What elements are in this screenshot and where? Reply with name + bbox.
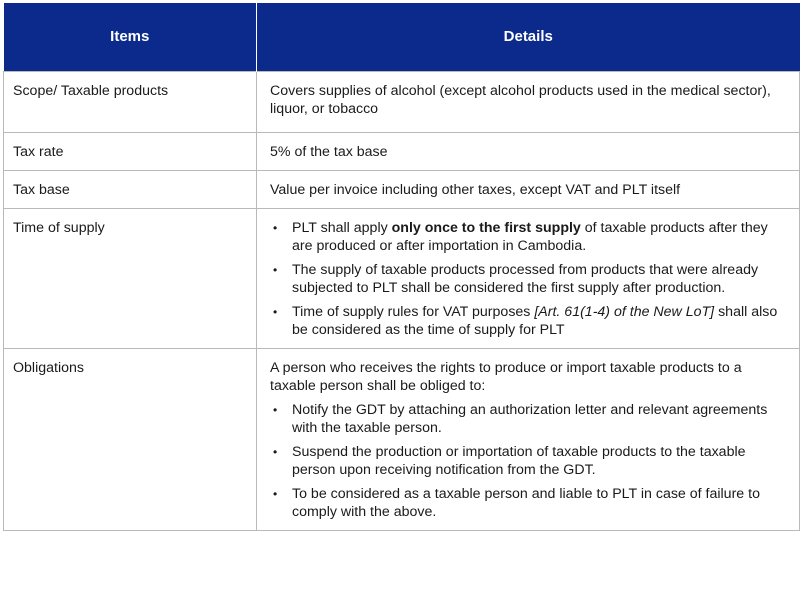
detail-cell: A person who receives the rights to prod… <box>256 348 800 531</box>
header-items: Items <box>3 3 257 72</box>
bullet-list: PLT shall apply only once to the first s… <box>270 219 789 339</box>
list-item: To be considered as a taxable person and… <box>270 485 789 521</box>
obligations-intro: A person who receives the rights to prod… <box>270 360 742 394</box>
list-item: PLT shall apply only once to the first s… <box>270 219 789 255</box>
table-row-scope: Scope/ Taxable products Covers supplies … <box>3 71 800 133</box>
table-row-tax-base: Tax base Value per invoice including oth… <box>3 170 800 209</box>
bullet-text: of taxable products after they are produ… <box>292 220 768 254</box>
item-cell: Time of supply <box>3 208 257 349</box>
detail-cell: PLT shall apply only once to the first s… <box>256 208 800 349</box>
item-cell: Tax rate <box>3 132 257 171</box>
header-row: Items Details <box>3 3 800 72</box>
list-item: Suspend the production or importation of… <box>270 443 789 479</box>
table-row-obligations: Obligations A person who receives the ri… <box>3 348 800 531</box>
detail-cell: 5% of the tax base <box>256 132 800 171</box>
list-item: Notify the GDT by attaching an authoriza… <box>270 401 789 437</box>
header-details: Details <box>256 3 800 72</box>
table-row-time-of-supply: Time of supply PLT shall apply only once… <box>3 208 800 349</box>
detail-cell: Value per invoice including other taxes,… <box>256 170 800 209</box>
law-reference: [Art. 61(1-4) of the New LoT] <box>534 304 715 320</box>
item-cell: Tax base <box>3 170 257 209</box>
table-row-tax-rate: Tax rate 5% of the tax base <box>3 132 800 171</box>
list-item: Time of supply rules for VAT purposes [A… <box>270 303 789 339</box>
bullet-list: Notify the GDT by attaching an authoriza… <box>270 401 789 521</box>
detail-cell: Covers supplies of alcohol (except alcoh… <box>256 71 800 133</box>
bullet-text: shall also be considered as the time of … <box>292 304 778 338</box>
bold-emphasis: only once to the first supply <box>391 220 581 236</box>
plt-table: Items Details Scope/ Taxable products Co… <box>3 3 800 531</box>
bullet-text: PLT shall apply <box>292 220 392 236</box>
bullet-text: Time of supply rules for VAT purposes <box>292 304 535 320</box>
list-item: The supply of taxable products processed… <box>270 261 789 297</box>
item-cell: Obligations <box>3 348 257 531</box>
item-cell: Scope/ Taxable products <box>3 71 257 133</box>
